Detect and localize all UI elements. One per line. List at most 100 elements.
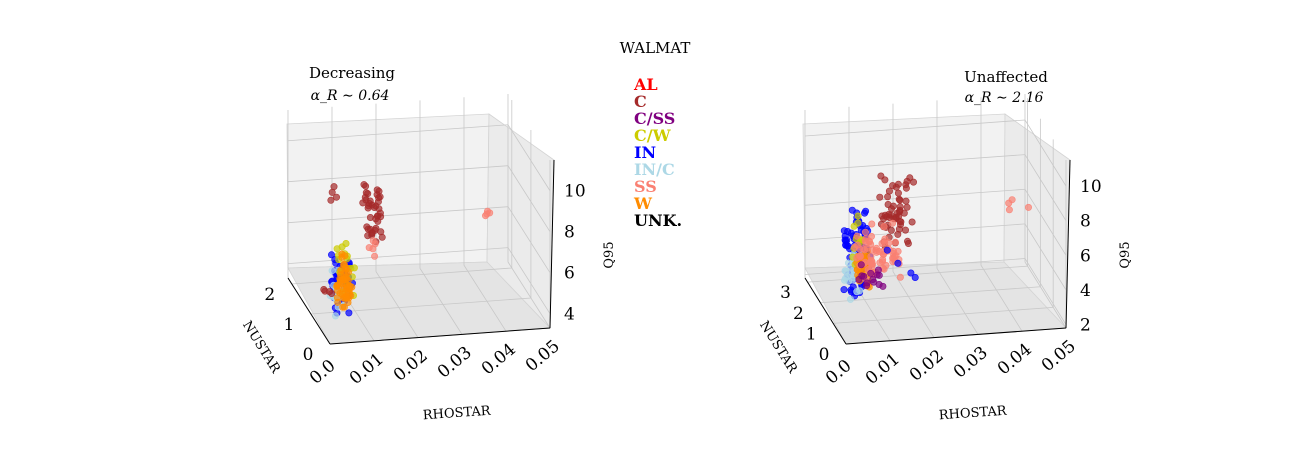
legend-item: C/W bbox=[634, 126, 672, 145]
point-c bbox=[877, 172, 885, 180]
grid-line-x bbox=[980, 97, 1023, 332]
z-axis-label-decreasing: Q95 bbox=[602, 241, 617, 268]
point-w bbox=[338, 253, 346, 261]
x-tick-label: 0.01 bbox=[862, 349, 904, 389]
point-ss bbox=[881, 239, 889, 247]
figure-title: WALMAT bbox=[620, 39, 691, 57]
z-tick-labels-decreasing: 4 6 8 10 bbox=[564, 182, 586, 325]
grid-line-z bbox=[287, 165, 551, 232]
point-c bbox=[903, 203, 911, 211]
point-c bbox=[908, 218, 916, 226]
point-c bbox=[884, 201, 892, 209]
x-axis-label-unaffected: RHOSTAR bbox=[938, 404, 1008, 424]
grid-line-x bbox=[507, 94, 551, 329]
point-in bbox=[894, 259, 902, 267]
z-tick-label: 8 bbox=[1080, 212, 1091, 232]
z-axis-label-unaffected: Q95 bbox=[1118, 241, 1133, 268]
point-ss bbox=[851, 243, 859, 251]
point-c bbox=[372, 224, 380, 232]
legend-item: SS bbox=[634, 177, 657, 196]
point-css bbox=[869, 275, 877, 283]
point-ss bbox=[369, 245, 377, 253]
point-c bbox=[903, 177, 911, 185]
grid-line-y bbox=[820, 118, 1041, 304]
point-ss bbox=[894, 247, 902, 255]
point-c bbox=[881, 211, 889, 219]
point-c bbox=[375, 187, 383, 195]
point-css bbox=[874, 266, 882, 274]
x-tick-label: 0.03 bbox=[434, 343, 476, 383]
point-w bbox=[338, 279, 346, 287]
point-css bbox=[862, 282, 870, 290]
point-w bbox=[344, 268, 352, 276]
point-in bbox=[861, 209, 869, 217]
point-c bbox=[895, 195, 903, 203]
x-tick-label: 0.03 bbox=[950, 343, 992, 383]
point-inc bbox=[331, 312, 339, 320]
x-axis-label-decreasing: RHOSTAR bbox=[422, 404, 492, 424]
panel-decreasing: Decreasing α_R ∼ 0.64 0.0 0.01 0.02 0.03 0.0… bbox=[239, 64, 617, 423]
z-tick-label: 4 bbox=[1080, 281, 1091, 301]
x-tick-label: 0.05 bbox=[1038, 336, 1080, 376]
z-tick-labels-unaffected: 2 4 6 8 10 bbox=[1080, 177, 1102, 336]
point-ss bbox=[896, 273, 904, 281]
grid-line-z bbox=[287, 247, 551, 314]
x-tick-label: 0.02 bbox=[906, 346, 948, 386]
grid-decreasing bbox=[287, 94, 551, 345]
x-tick-label: 0.04 bbox=[478, 340, 520, 380]
legend-item: W bbox=[633, 194, 653, 213]
point-inc bbox=[840, 276, 848, 284]
point-ss bbox=[483, 210, 491, 218]
point-ss bbox=[868, 220, 876, 228]
point-w bbox=[340, 303, 348, 311]
point-in bbox=[844, 242, 852, 250]
point-c bbox=[362, 182, 370, 190]
point-c bbox=[904, 240, 912, 248]
y-axis-label-unaffected: NUSTAR bbox=[756, 318, 800, 376]
y-tick-label: 2 bbox=[793, 304, 804, 324]
point-ss bbox=[1005, 206, 1013, 214]
point-in bbox=[841, 232, 849, 240]
point-inc bbox=[846, 295, 854, 303]
grid-line-z bbox=[287, 124, 551, 191]
point-w bbox=[343, 294, 351, 302]
point-in bbox=[883, 246, 891, 254]
scatter-points-decreasing bbox=[320, 181, 494, 320]
point-w bbox=[334, 298, 342, 306]
grid-line-x bbox=[463, 97, 507, 332]
point-ss bbox=[1008, 196, 1016, 204]
point-w bbox=[333, 282, 341, 290]
y-tick-label: 0 bbox=[819, 345, 830, 365]
y-axis-label-decreasing: NUSTAR bbox=[239, 318, 283, 376]
z-tick-label: 2 bbox=[1080, 316, 1091, 336]
legend-item: C bbox=[634, 92, 647, 111]
grid-line-z bbox=[804, 223, 1067, 291]
y-tick-label: 2 bbox=[264, 285, 275, 305]
point-ss bbox=[853, 232, 861, 240]
point-c bbox=[901, 226, 909, 234]
panel-decreasing-title: Decreasing bbox=[309, 64, 395, 82]
grid-line-x bbox=[892, 103, 935, 338]
pane-back bbox=[286, 113, 555, 345]
point-inc bbox=[328, 267, 336, 275]
point-ss bbox=[875, 248, 883, 256]
point-in bbox=[840, 286, 848, 294]
point-in bbox=[907, 269, 915, 277]
y-tick-labels-decreasing: 012 bbox=[264, 285, 313, 365]
point-c bbox=[902, 197, 910, 205]
point-ss bbox=[880, 265, 888, 273]
point-ss bbox=[867, 253, 875, 261]
point-c bbox=[377, 228, 385, 236]
z-tick-label: 6 bbox=[1080, 246, 1091, 266]
x-tick-label: 0.01 bbox=[346, 349, 388, 389]
z-tick-label: 10 bbox=[564, 182, 586, 202]
point-ss bbox=[867, 232, 875, 240]
point-c bbox=[896, 203, 904, 211]
point-c bbox=[359, 199, 367, 207]
grid-line-x bbox=[1024, 94, 1067, 329]
grid-line-x bbox=[419, 100, 463, 335]
panel-unaffected: Unaffected α_R ∼ 2.16 0.0 0.01 0.02 0.03 0.0… bbox=[756, 68, 1133, 423]
y-tick-label: 3 bbox=[780, 283, 791, 303]
